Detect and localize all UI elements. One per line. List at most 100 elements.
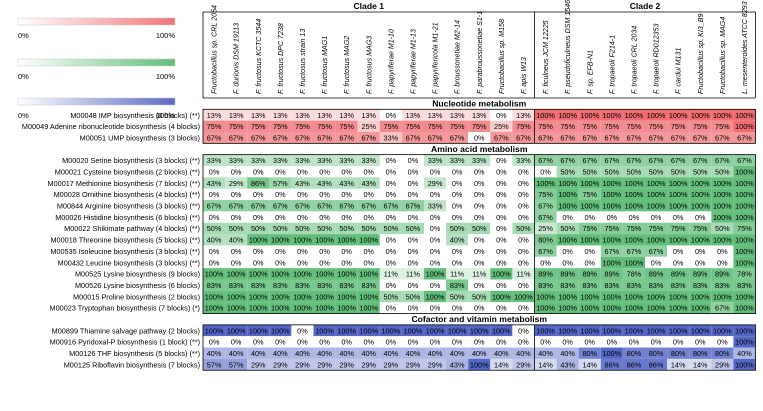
heatmap-cell: [689, 358, 712, 371]
heatmap-cell: [357, 166, 380, 178]
heatmap-cell: [401, 177, 424, 189]
heatmap-cell: [490, 279, 513, 291]
cell-value-label: 83%: [627, 281, 642, 290]
cell-value-label: 0%: [496, 224, 507, 233]
heatmap-cell: [269, 200, 292, 212]
cell-value-label: 0%: [430, 304, 441, 313]
heatmap-cell: [534, 279, 557, 291]
cell-value-label: 67%: [494, 133, 509, 142]
cell-value-label: 75%: [339, 122, 354, 131]
heatmap-cell: [689, 290, 712, 303]
cell-value-label: 75%: [538, 122, 553, 131]
heatmap-cell: [225, 347, 248, 359]
heatmap-cell: [291, 109, 314, 121]
heatmap-cell: [401, 222, 424, 235]
cell-value-label: 0%: [540, 258, 551, 267]
heatmap-cell: [512, 154, 535, 166]
cell-value-label: 25%: [538, 224, 553, 233]
heatmap-cell: [578, 245, 601, 257]
cell-value-label: 100%: [293, 270, 312, 279]
cell-value-label: 100%: [713, 236, 732, 245]
cell-value-label: 40%: [229, 349, 244, 358]
heatmap-cell: [534, 268, 557, 280]
cell-value-label: 0%: [496, 111, 507, 120]
heatmap-cell: [600, 256, 623, 269]
heatmap-cell: [645, 234, 668, 246]
cell-value-label: 0%: [518, 326, 529, 335]
cell-value-label: 0%: [430, 224, 441, 233]
cell-value-label: 100%: [315, 304, 334, 313]
cell-value-label: 29%: [715, 360, 730, 369]
heatmap-cell: [269, 211, 292, 223]
heatmap-cell: [667, 279, 690, 291]
cell-value-label: 67%: [538, 202, 553, 211]
heatmap-cell: [203, 177, 226, 189]
heatmap-cell: [578, 177, 601, 189]
heatmap-cell: [424, 358, 447, 371]
heatmap-cell: [225, 211, 248, 223]
heatmap-cell: [689, 166, 712, 178]
heatmap-cell: [291, 177, 314, 189]
heatmap-cell: [645, 154, 668, 166]
heatmap-cell: [711, 120, 734, 132]
cell-value-label: 89%: [671, 270, 686, 279]
heatmap-cell: [578, 166, 601, 178]
cell-value-label: 67%: [538, 247, 553, 256]
cell-value-label: 75%: [671, 122, 686, 131]
cell-value-label: 83%: [317, 281, 332, 290]
heatmap-cell: [291, 336, 314, 348]
heatmap-cell: [622, 347, 645, 359]
cell-value-label: 13%: [516, 111, 531, 120]
heatmap-cell: [203, 200, 226, 212]
cell-value-label: 0%: [474, 304, 485, 313]
heatmap-cell: [534, 324, 557, 337]
cell-value-label: 100%: [647, 202, 666, 211]
cell-value-label: 0%: [408, 236, 419, 245]
heatmap-cell: [401, 200, 424, 212]
heatmap-cell: [512, 222, 535, 235]
cell-value-label: 100%: [669, 202, 688, 211]
cell-value-label: 67%: [516, 133, 531, 142]
cell-value-label: 80%: [693, 349, 708, 358]
heatmap-cell: [600, 358, 623, 371]
heatmap-cell: [667, 245, 690, 257]
row-label: M00020 Serine biosynthesis (3 blocks) (*…: [62, 156, 200, 165]
cell-value-label: 67%: [627, 247, 642, 256]
cell-value-label: 67%: [560, 156, 575, 165]
cell-value-label: 80%: [627, 349, 642, 358]
heatmap-cell: [645, 222, 668, 235]
heatmap-cell: [468, 234, 491, 246]
heatmap-cell: [357, 290, 380, 303]
cell-value-label: 100%: [536, 326, 555, 335]
cell-value-label: 13%: [229, 111, 244, 120]
heatmap-cell: [379, 358, 402, 371]
heatmap-cell: [357, 200, 380, 212]
heatmap-cell: [733, 132, 756, 144]
cell-value-label: 33%: [450, 156, 465, 165]
cell-value-label: 0%: [518, 281, 529, 290]
cell-value-label: 0%: [562, 213, 573, 222]
heatmap-cell: [379, 188, 402, 201]
heatmap-cell: [379, 256, 402, 269]
heatmap-cell: [446, 154, 469, 166]
column-label: Fructobacillus sp. CRL 2054: [211, 5, 219, 94]
cell-value-label: 0%: [386, 179, 397, 188]
heatmap-cell: [689, 177, 712, 189]
heatmap-cell: [711, 154, 734, 166]
heatmap-cell: [622, 336, 645, 348]
cell-value-label: 0%: [496, 258, 507, 267]
heatmap-cell: [711, 302, 734, 314]
heatmap-cell: [269, 222, 292, 235]
heatmap-cell: [490, 324, 513, 337]
cell-value-label: 0%: [562, 258, 573, 267]
heatmap-cell: [225, 132, 248, 144]
heatmap-cell: [291, 358, 314, 371]
cell-value-label: 0%: [408, 156, 419, 165]
heatmap-cell: [225, 245, 248, 257]
cell-value-label: 0%: [319, 167, 330, 176]
legend-min-label: 0%: [18, 31, 29, 40]
cell-value-label: 75%: [384, 122, 399, 131]
cell-value-label: 75%: [649, 224, 664, 233]
heatmap-cell: [269, 234, 292, 246]
heatmap-cell: [689, 234, 712, 246]
